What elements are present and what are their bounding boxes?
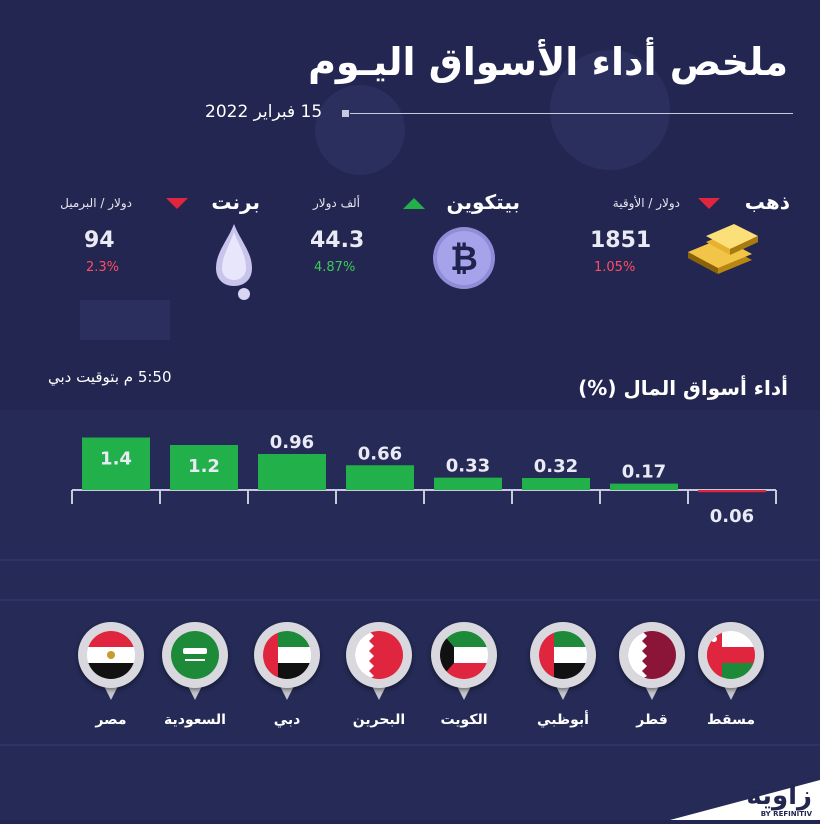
brent-value: 94 [84, 228, 115, 253]
gold-bars-icon [688, 224, 758, 274]
date-marker [342, 110, 349, 117]
flag-pin-2 [162, 622, 228, 708]
gold-name: ذهب [744, 190, 790, 214]
uae-flag-icon [263, 631, 311, 679]
brent-name: برنت [211, 190, 260, 214]
kuwait-flag-icon [440, 631, 488, 679]
bar-8 [82, 437, 150, 490]
logo-text: زاوية [746, 781, 812, 811]
bitcoin-value: 44.3 [310, 228, 365, 253]
zawya-logo: زاوية BY REFINITIV [630, 770, 820, 820]
brent-unit: دولار / البرميل [60, 196, 132, 210]
gold-change: 1.05% [594, 260, 636, 275]
chart-time-note: 5:50 م بتوقيت دبي [48, 368, 172, 386]
bar-label-2: 0.17 [622, 462, 666, 483]
flag-label-8: مسقط [707, 712, 755, 728]
flags-row [0, 610, 820, 740]
logo-sub: BY REFINITIV [761, 810, 813, 818]
bar-label-7: 1.2 [188, 456, 220, 477]
flag-pin-6 [530, 622, 596, 708]
flag-label-4: البحرين [352, 712, 406, 728]
brent-change: 2.3% [86, 260, 120, 275]
flag-label-1: مصر [95, 712, 127, 728]
flag-pin-4 [346, 622, 412, 708]
bitcoin-stat: بيتكوين ألف دولار 44.3 4.87% ₿ [290, 190, 520, 310]
bar-label-4: 0.33 [446, 456, 490, 477]
flag-label-5: الكويت [440, 712, 488, 728]
bar-7 [170, 445, 238, 490]
oil-drop-icon [216, 224, 252, 300]
report-date: 15 فبراير 2022 [205, 102, 323, 122]
bitcoin-change: 4.87% [314, 260, 356, 275]
bar-label-8: 1.4 [100, 449, 132, 470]
gold-unit: دولار / الأوقية [612, 196, 680, 210]
down-arrow-icon [698, 198, 720, 209]
bar-label-6: 0.96 [270, 432, 314, 453]
bitcoin-unit: ألف دولار [312, 196, 360, 210]
bar-4 [434, 477, 502, 490]
flag-label-3: دبي [273, 712, 301, 728]
bitcoin-icon: ₿ [433, 227, 495, 289]
flag-label-6: أبوظبي [537, 712, 589, 728]
flag-pin-3 [254, 622, 320, 708]
date-row: 15 فبراير 2022 [205, 102, 793, 126]
bar-label-3: 0.32 [534, 456, 578, 477]
uae-flag-icon [539, 631, 587, 679]
gold-value: 1851 [590, 228, 652, 253]
page-title: ملخص أداء الأسواق اليـوم [308, 40, 788, 84]
bar-3 [522, 478, 590, 490]
bar-label-1: 0.06 [710, 506, 754, 527]
bitcoin-name: بيتكوين [446, 190, 520, 214]
flag-pin-5 [431, 622, 497, 708]
chart-title: أداء أسواق المال (%) [578, 376, 788, 400]
bar-6 [258, 454, 326, 490]
svg-text:₿: ₿ [450, 239, 478, 279]
saudi-flag-icon [171, 631, 219, 679]
up-arrow-icon [403, 198, 425, 209]
flag-label-7: قطر [636, 712, 668, 728]
bar-5 [346, 465, 414, 490]
flag-pin-1 [78, 622, 144, 708]
bar-1 [698, 490, 766, 493]
market-performance-chart: 0.06 0.17 0.32 0.33 0.66 0.96 1.2 1.4 [71, 432, 777, 527]
down-arrow-icon [166, 198, 188, 209]
flag-label-2: السعودية [164, 712, 226, 728]
logo-shape: زاوية BY REFINITIV [670, 780, 820, 820]
oman-flag-icon [707, 631, 755, 679]
bahrain-flag-icon [355, 631, 403, 679]
brent-stat: برنت دولار / البرميل 94 2.3% [30, 190, 260, 310]
bar-2 [610, 483, 678, 490]
flag-pin-7 [619, 622, 685, 708]
date-divider [350, 113, 793, 114]
flag-pin-8 [698, 622, 764, 708]
gold-stat: ذهب دولار / الأوقية 1851 1.05% [560, 190, 790, 310]
bar-label-5: 0.66 [358, 443, 402, 464]
egypt-flag-icon [87, 631, 135, 679]
qatar-flag-icon [628, 631, 676, 679]
